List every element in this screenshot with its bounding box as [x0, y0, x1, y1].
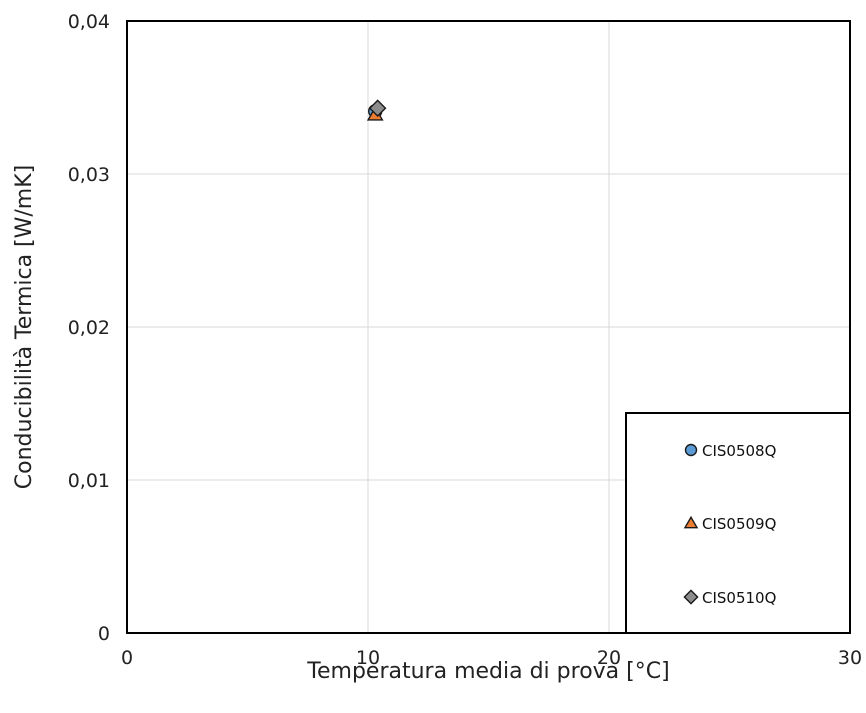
- x-tick-label: 0: [121, 647, 133, 669]
- legend-marker-CIS0510Q: [683, 589, 699, 605]
- legend: CIS0508Q CIS0509Q CIS0510Q: [625, 412, 851, 634]
- y-tick-label: 0,01: [68, 470, 110, 492]
- data-points: [366, 99, 387, 121]
- legend-label: CIS0510Q: [702, 589, 776, 607]
- x-axis-title: Temperatura media di prova [°C]: [306, 659, 669, 684]
- x-tick-label: 20: [597, 647, 621, 669]
- y-tick-label: 0: [98, 623, 110, 645]
- y-axis-title: Conducibilità Termica [W/mK]: [12, 165, 37, 489]
- legend-label: CIS0508Q: [702, 442, 776, 460]
- data-point-CIS0510Q: [368, 99, 387, 117]
- legend-marker-CIS0509Q: [683, 515, 699, 529]
- x-tick-label: 10: [356, 647, 380, 669]
- y-tick-label: 0,04: [68, 11, 110, 33]
- grid-lines: [127, 21, 850, 633]
- y-tick-label: 0,02: [68, 317, 110, 339]
- y-tick-label: 0,03: [68, 164, 110, 186]
- legend-label: CIS0509Q: [702, 515, 776, 533]
- plot-area-border: [126, 20, 851, 634]
- x-axis-ticks: 0 10 20 30: [121, 647, 862, 669]
- x-tick-label: 30: [838, 647, 862, 669]
- y-axis-ticks: 0 0,01 0,02 0,03 0,04: [68, 11, 110, 645]
- legend-box: [625, 412, 851, 634]
- legend-marker-CIS0508Q: [684, 443, 698, 457]
